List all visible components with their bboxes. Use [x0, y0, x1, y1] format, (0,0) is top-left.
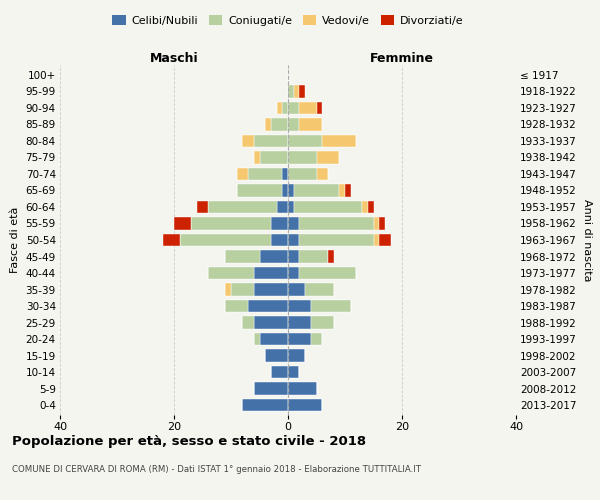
Bar [254, 152, 260, 164]
Bar [271, 118, 288, 130]
Bar [265, 118, 271, 130]
Bar [288, 85, 294, 98]
Bar [299, 102, 317, 114]
Bar [226, 284, 231, 296]
Bar [254, 333, 260, 345]
Bar [322, 135, 356, 147]
Bar [311, 300, 350, 312]
Bar [288, 382, 317, 395]
Bar [288, 366, 299, 378]
Bar [368, 201, 373, 213]
Bar [288, 118, 299, 130]
Bar [288, 135, 322, 147]
Bar [283, 102, 288, 114]
Bar [311, 316, 334, 328]
Bar [174, 218, 191, 230]
Bar [288, 218, 299, 230]
Bar [254, 382, 288, 395]
Bar [288, 102, 299, 114]
Bar [288, 184, 294, 196]
Bar [226, 300, 248, 312]
Bar [231, 284, 254, 296]
Bar [260, 333, 288, 345]
Y-axis label: Anni di nascita: Anni di nascita [583, 198, 592, 281]
Text: Maschi: Maschi [149, 52, 199, 65]
Bar [373, 218, 379, 230]
Bar [254, 284, 288, 296]
Bar [271, 366, 288, 378]
Bar [299, 250, 328, 262]
Bar [265, 350, 288, 362]
Bar [340, 184, 345, 196]
Bar [283, 168, 288, 180]
Bar [242, 399, 288, 411]
Bar [288, 300, 311, 312]
Bar [197, 201, 208, 213]
Bar [248, 300, 288, 312]
Legend: Celibi/Nubili, Coniugati/e, Vedovi/e, Divorziati/e: Celibi/Nubili, Coniugati/e, Vedovi/e, Di… [108, 10, 468, 30]
Bar [271, 234, 288, 246]
Bar [373, 234, 379, 246]
Bar [305, 284, 334, 296]
Bar [288, 284, 305, 296]
Bar [299, 85, 305, 98]
Bar [277, 102, 283, 114]
Bar [379, 234, 391, 246]
Bar [288, 201, 294, 213]
Bar [288, 267, 299, 279]
Y-axis label: Fasce di età: Fasce di età [10, 207, 20, 273]
Bar [163, 234, 180, 246]
Bar [236, 168, 248, 180]
Bar [242, 135, 254, 147]
Bar [242, 316, 254, 328]
Bar [254, 316, 288, 328]
Bar [260, 152, 288, 164]
Text: Popolazione per età, sesso e stato civile - 2018: Popolazione per età, sesso e stato civil… [12, 435, 366, 448]
Bar [260, 250, 288, 262]
Bar [299, 118, 322, 130]
Bar [208, 267, 254, 279]
Bar [345, 184, 350, 196]
Bar [271, 218, 288, 230]
Bar [226, 250, 260, 262]
Bar [299, 267, 356, 279]
Bar [208, 201, 277, 213]
Bar [311, 333, 322, 345]
Bar [180, 234, 271, 246]
Bar [288, 152, 317, 164]
Bar [237, 184, 283, 196]
Bar [362, 201, 368, 213]
Text: COMUNE DI CERVARA DI ROMA (RM) - Dati ISTAT 1° gennaio 2018 - Elaborazione TUTTI: COMUNE DI CERVARA DI ROMA (RM) - Dati IS… [12, 465, 421, 474]
Bar [328, 250, 334, 262]
Bar [191, 218, 271, 230]
Bar [294, 184, 340, 196]
Bar [254, 267, 288, 279]
Bar [254, 135, 288, 147]
Bar [299, 234, 373, 246]
Bar [288, 316, 311, 328]
Bar [294, 201, 362, 213]
Bar [317, 102, 322, 114]
Bar [317, 168, 328, 180]
Bar [379, 218, 385, 230]
Bar [288, 399, 322, 411]
Bar [294, 85, 299, 98]
Bar [248, 168, 283, 180]
Bar [288, 333, 311, 345]
Bar [317, 152, 340, 164]
Bar [283, 184, 288, 196]
Text: Femmine: Femmine [370, 52, 434, 65]
Bar [299, 218, 373, 230]
Bar [288, 350, 305, 362]
Bar [288, 168, 317, 180]
Bar [277, 201, 288, 213]
Bar [288, 234, 299, 246]
Bar [288, 250, 299, 262]
